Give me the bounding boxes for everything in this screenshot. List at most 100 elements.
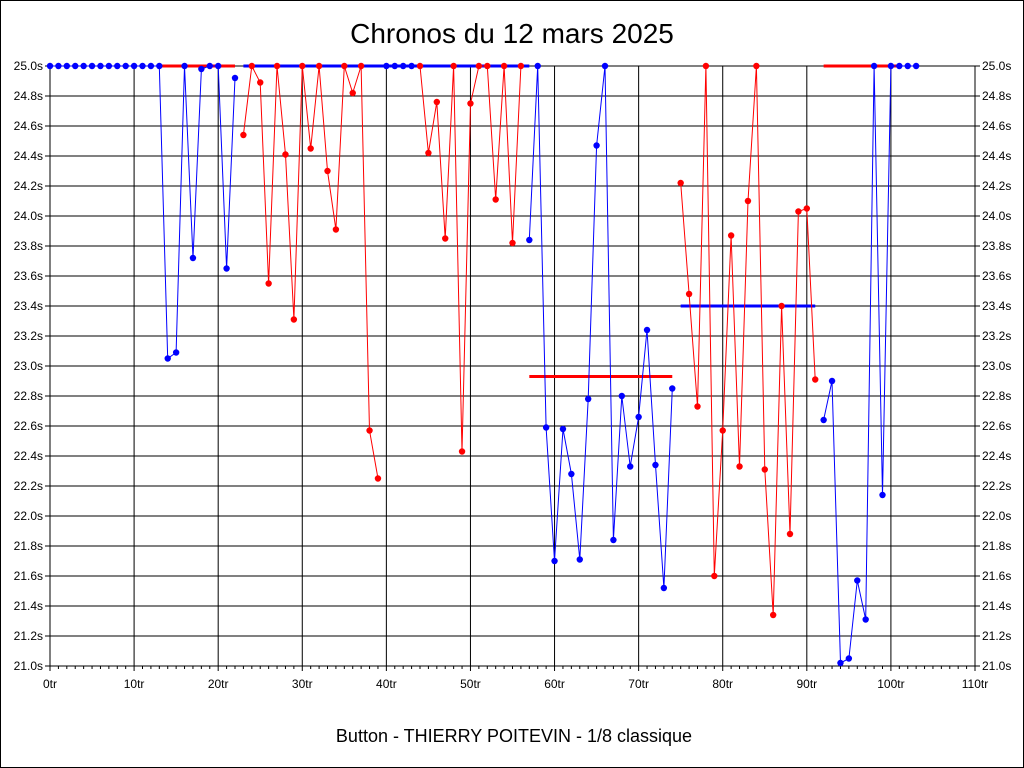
y-tick-label-right: 23.4s [982,299,1011,313]
series-line [528,65,673,589]
y-tick-label-left: 21.4s [14,599,43,613]
data-point [896,62,903,70]
data-point [273,62,281,70]
data-point [206,62,213,70]
y-tick-label-right: 24.8s [982,89,1011,103]
data-point [72,62,79,70]
data-point [694,403,701,410]
y-tick-label-right: 22.4s [982,449,1011,463]
data-point [669,385,676,392]
y-tick-label-left: 24.0s [14,209,43,223]
data-point [685,290,693,298]
data-point [391,62,398,70]
series-line [242,64,379,479]
data-point [88,62,96,70]
y-tick-label-right: 23.0s [982,359,1011,373]
data-point [870,62,878,70]
data-point [265,280,272,287]
x-tick-label: 90tr [796,677,817,691]
data-point [509,239,516,247]
data-point [601,62,609,70]
data-point [551,557,558,565]
data-point [887,62,895,70]
x-tick-label: 40tr [376,677,397,691]
y-tick-label-left: 24.2s [14,179,43,193]
data-point [433,98,441,106]
y-tick-label-left: 24.8s [14,89,43,103]
data-point [198,65,205,73]
data-point [542,424,550,431]
data-point [879,491,886,499]
data-point [904,62,911,70]
data-point [702,62,710,70]
data-point [593,142,600,149]
y-tick-label-left: 22.8s [14,389,43,403]
data-point [189,254,197,262]
x-tick-label: 100tr [877,677,904,691]
data-point [408,62,415,70]
data-point [366,427,373,434]
data-point [467,100,474,107]
data-point [618,392,626,400]
data-point [425,149,432,157]
data-point [315,62,323,70]
y-tick-label-right: 24.6s [982,119,1011,133]
x-tick-label: 80tr [712,677,733,691]
data-point [492,196,499,203]
data-point [416,62,424,70]
data-point [458,448,466,455]
series-layer [46,62,920,667]
data-point [214,62,222,70]
data-point [744,197,752,205]
data-point [652,461,659,469]
data-point [769,611,777,619]
data-point [156,62,163,70]
data-point [584,395,592,403]
y-tick-label-left: 21.8s [14,539,43,553]
grid-layer [45,65,980,671]
y-tick-label-right: 21.0s [982,659,1011,673]
x-tick-label: 30tr [292,677,313,691]
data-point [660,584,668,592]
data-point [139,62,146,70]
data-point [290,316,298,323]
data-point [223,265,230,272]
chart-title: Chronos du 12 mars 2025 [350,18,674,49]
chart-caption: Button - THIERRY POITEVIN - 1/8 classiqu… [336,726,692,746]
data-point [711,572,718,580]
x-tick-label: 20tr [208,677,229,691]
y-tick-label-right: 24.0s [982,209,1011,223]
data-point [500,62,508,70]
data-point [46,62,54,70]
data-point [399,62,407,70]
data-point [786,530,794,538]
data-point [635,413,642,421]
y-tick-label-right: 23.6s [982,269,1011,283]
y-tick-label-right: 22.6s [982,419,1011,433]
y-tick-label-right: 23.2s [982,329,1011,343]
y-tick-label-left: 22.0s [14,509,43,523]
data-point [727,232,735,239]
reference-lines [159,64,900,378]
x-tick-label: 10tr [124,677,145,691]
data-point [828,377,836,385]
data-point [332,226,340,233]
data-point [854,577,861,584]
data-point [803,205,811,212]
data-point [559,425,567,433]
y-tick-label-left: 24.6s [14,119,43,133]
data-point [450,62,457,70]
data-point [341,62,348,70]
data-point [105,62,113,70]
y-tick-label-left: 23.4s [14,299,43,313]
data-point [753,62,760,70]
data-point [778,302,785,310]
y-tick-label-left: 24.4s [14,149,43,163]
series-line [680,65,816,616]
y-tick-label-left: 22.4s [14,449,43,463]
data-point [643,326,651,334]
y-tick-label-right: 25.0s [982,59,1011,73]
data-point [517,62,525,70]
y-tick-label-right: 21.8s [982,539,1011,553]
y-tick-label-right: 21.4s [982,599,1011,613]
